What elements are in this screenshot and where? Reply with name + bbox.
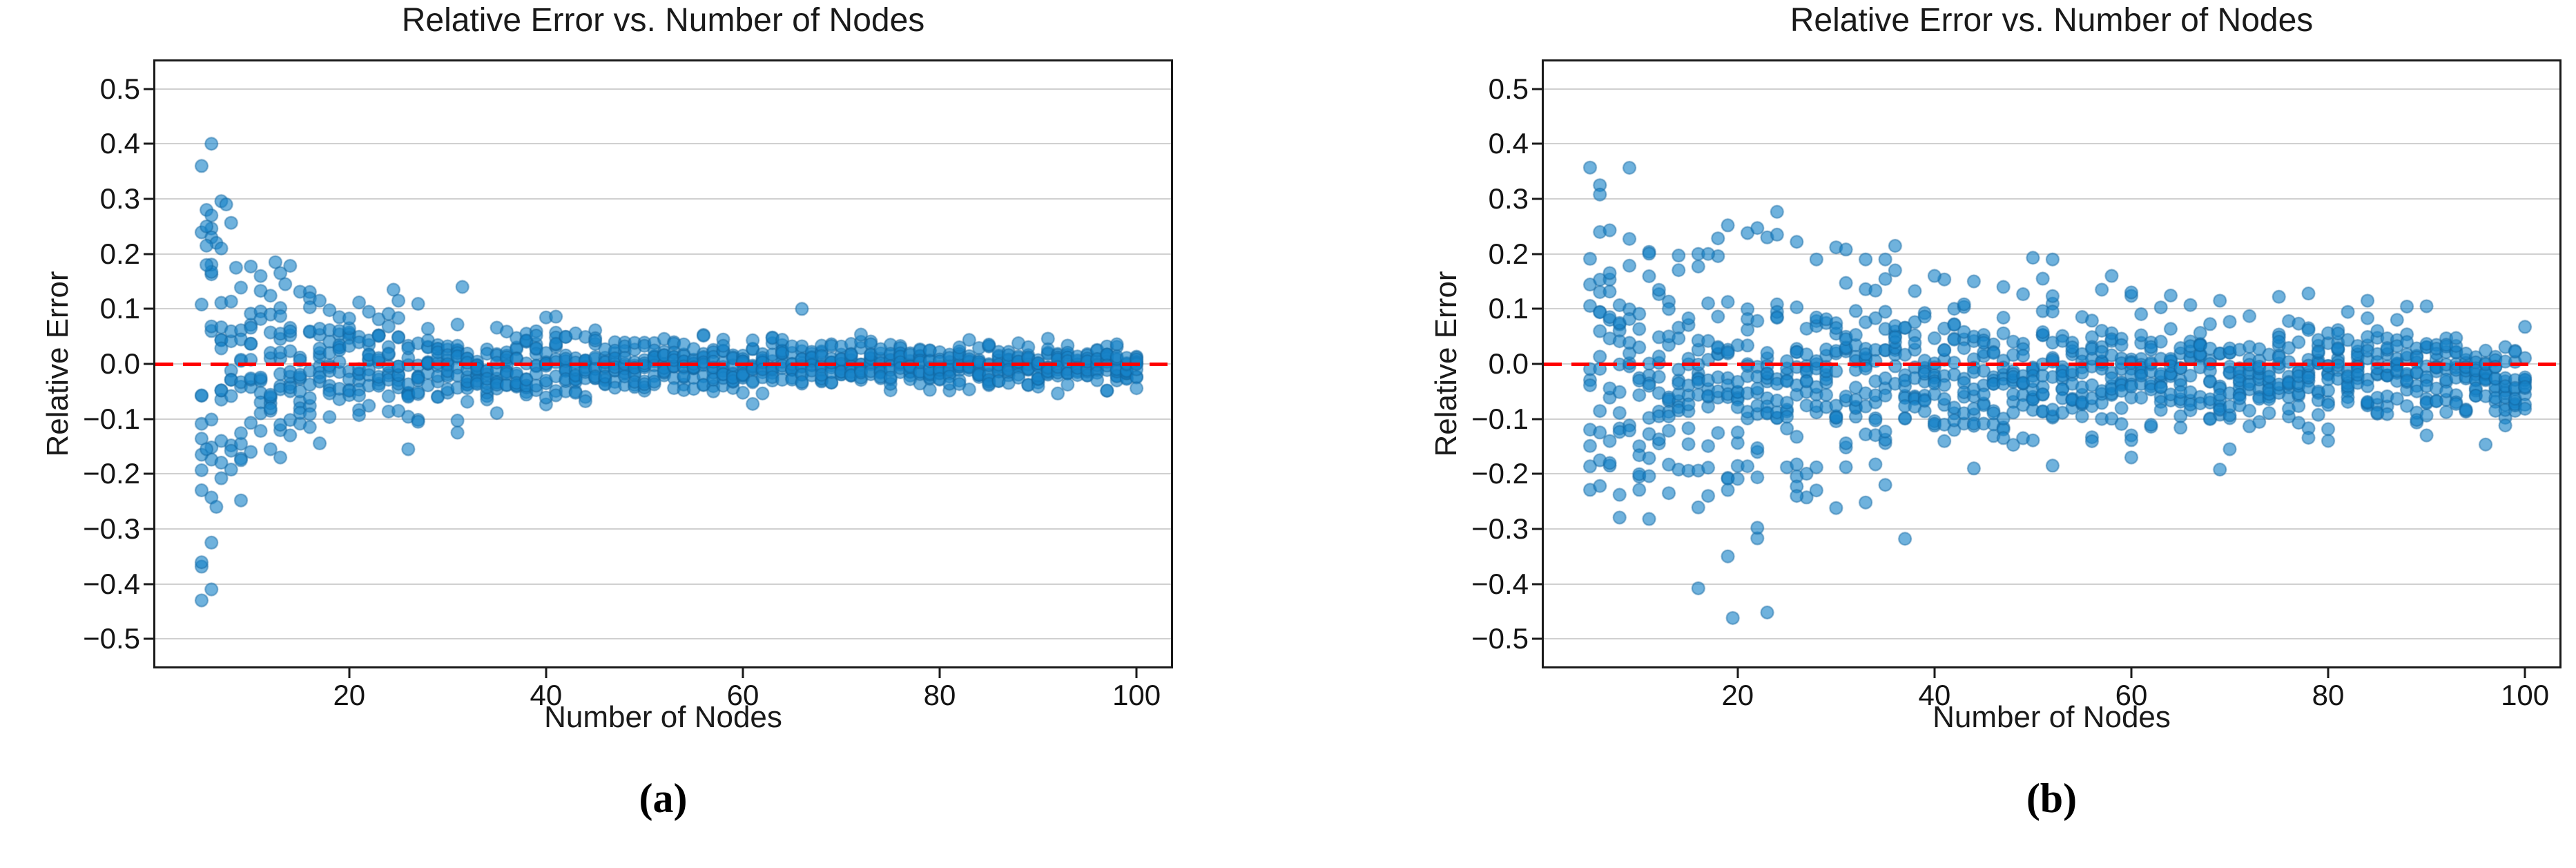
x-tick-mark (2327, 668, 2330, 678)
panel-b-plot-area: 0.5 0.4 0.3 0.2 0.1 0.0 −0.1 −0.2 −0.3 −0.4 −0.5 20… (1471, 59, 2562, 711)
x-tick-mark (742, 668, 744, 678)
x-tick-label: 100 (2501, 679, 2550, 711)
x-tick-label: 20 (333, 679, 366, 711)
panel-a-y-axis-label: Relative Error (41, 271, 75, 457)
y-tick-label: 0.3 (99, 182, 140, 215)
x-tick-mark (2130, 668, 2133, 678)
panel-b-title: Relative Error vs. Number of Nodes (1790, 2, 2314, 39)
x-tick-mark (938, 668, 941, 678)
y-tick-label: −0.1 (1471, 402, 1529, 435)
y-tick-mark (144, 88, 153, 90)
x-tick-label: 40 (1918, 679, 1951, 711)
y-tick-label: 0.1 (1488, 292, 1529, 325)
x-tick-label: 80 (923, 679, 956, 711)
y-tick-label: 0.2 (1488, 237, 1529, 270)
x-tick-label: 20 (1721, 679, 1754, 711)
panel-a-subfigure-label: (a) (639, 775, 688, 821)
x-tick-mark (1933, 668, 1936, 678)
panel-b: Relative Error vs. Number of Nodes Relat… (1288, 0, 2576, 868)
y-tick-mark (144, 197, 153, 200)
x-tick-label: 40 (530, 679, 563, 711)
y-tick-label: −0.5 (1471, 622, 1529, 655)
y-tick-mark (144, 363, 153, 365)
y-tick-label: 0.0 (1488, 347, 1529, 380)
y-tick-label: −0.2 (1471, 457, 1529, 490)
y-tick-mark (144, 528, 153, 530)
y-tick-label: −0.1 (83, 402, 140, 435)
y-tick-label: −0.4 (1471, 567, 1529, 600)
y-tick-label: 0.0 (99, 347, 140, 380)
y-tick-mark (144, 637, 153, 640)
panel-a-title: Relative Error vs. Number of Nodes (401, 2, 925, 39)
y-tick-label: 0.5 (1488, 72, 1529, 105)
y-tick-mark (1532, 88, 1542, 90)
y-tick-label: −0.3 (1471, 512, 1529, 545)
x-tick-label: 60 (726, 679, 759, 711)
panel-a: Relative Error vs. Number of Nodes Relat… (41, 2, 1173, 821)
y-tick-label: −0.4 (83, 567, 140, 600)
y-tick-mark (1532, 363, 1542, 365)
x-tick-label: 60 (2115, 679, 2148, 711)
y-tick-mark (1532, 197, 1542, 200)
panel-a-plot-area: 0.5 0.4 0.3 0.2 0.1 0.0 −0.1 −0.2 −0.3 −0.4 −0.5 20… (83, 59, 1173, 711)
y-tick-mark (144, 307, 153, 310)
y-tick-label: 0.2 (99, 237, 140, 270)
panel-b-subfigure-label: (b) (2026, 775, 2078, 821)
y-tick-label: 0.1 (99, 292, 140, 325)
y-tick-mark (1532, 253, 1542, 255)
y-tick-mark (144, 253, 153, 255)
panel-b-x-axis-label: Number of Nodes (1933, 700, 2171, 734)
y-tick-mark (1532, 142, 1542, 145)
y-tick-mark (1532, 583, 1542, 586)
panel-a-x-axis-label: Number of Nodes (544, 700, 782, 734)
x-tick-label: 100 (1112, 679, 1161, 711)
panel-b-zero-reference-line (1544, 362, 2559, 366)
y-tick-mark (144, 583, 153, 586)
x-tick-mark (1736, 668, 1739, 678)
panel-b-y-axis-label: Relative Error (1429, 271, 1463, 457)
x-tick-mark (1135, 668, 1138, 678)
y-tick-mark (1532, 472, 1542, 475)
y-tick-label: 0.4 (1488, 127, 1529, 160)
y-tick-mark (144, 472, 153, 475)
y-tick-label: −0.5 (83, 622, 140, 655)
y-tick-label: 0.5 (99, 72, 140, 105)
y-tick-label: 0.4 (99, 127, 140, 160)
y-tick-label: −0.2 (83, 457, 140, 490)
y-tick-mark (1532, 307, 1542, 310)
x-tick-mark (545, 668, 548, 678)
x-tick-mark (2524, 668, 2526, 678)
y-tick-label: −0.3 (83, 512, 140, 545)
y-tick-label: 0.3 (1488, 182, 1529, 215)
x-tick-mark (348, 668, 351, 678)
y-tick-mark (1532, 418, 1542, 421)
y-tick-mark (144, 142, 153, 145)
x-tick-label: 80 (2312, 679, 2345, 711)
panel-a-zero-reference-line (155, 362, 1171, 366)
y-tick-mark (1532, 528, 1542, 530)
y-tick-mark (1532, 637, 1542, 640)
y-tick-mark (144, 418, 153, 421)
